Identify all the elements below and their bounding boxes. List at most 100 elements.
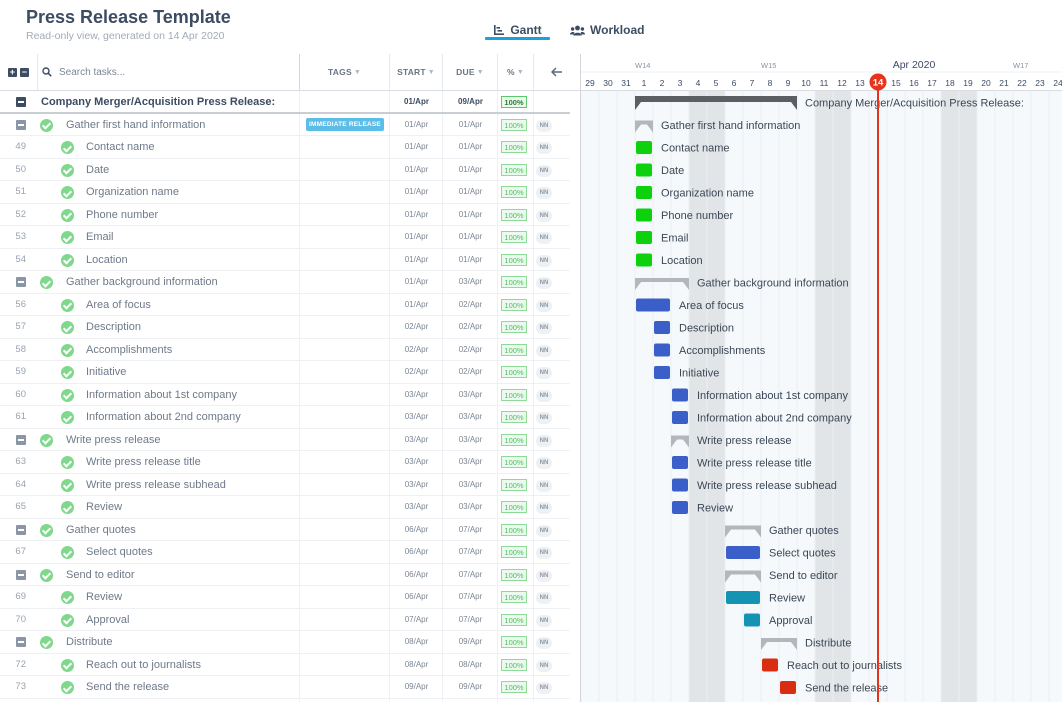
task-bar[interactable]: [672, 388, 688, 402]
task-bar[interactable]: [726, 591, 760, 604]
collapse-row-icon[interactable]: [16, 637, 26, 647]
task-row[interactable]: 67 Select quotes 06/Apr 07/Apr 100% NN: [0, 541, 570, 564]
assignee-avatar[interactable]: NN: [536, 142, 552, 154]
assignee-avatar[interactable]: NN: [536, 592, 552, 604]
task-row[interactable]: 54 Location 01/Apr 01/Apr 100% NN: [0, 249, 570, 271]
task-bar[interactable]: [672, 411, 688, 424]
task-name[interactable]: Approval: [86, 613, 130, 626]
task-row[interactable]: 56 Area of focus 01/Apr 02/Apr 100% NN: [0, 294, 570, 316]
group-row[interactable]: Gather background information 01/Apr 03/Ap…: [0, 271, 570, 294]
task-name[interactable]: Select quotes: [86, 546, 153, 558]
task-bar[interactable]: [636, 208, 652, 222]
group-row[interactable]: Distribute 08/Apr 09/Apr 100% NN: [0, 631, 570, 654]
task-bar[interactable]: [636, 141, 652, 154]
task-name[interactable]: Information about 2nd company: [86, 411, 241, 423]
group-row[interactable]: Company Merger/Acquisition Press Release…: [0, 91, 570, 114]
assignee-avatar[interactable]: NN: [536, 682, 552, 694]
column-header-percent[interactable]: % ▼: [498, 54, 534, 90]
task-bar[interactable]: [780, 681, 796, 694]
assignee-avatar[interactable]: NN: [536, 569, 552, 582]
group-summary-bar[interactable]: [635, 278, 689, 290]
task-name[interactable]: Reach out to journalists: [86, 658, 201, 671]
task-row[interactable]: 51 Organization name 01/Apr 01/Apr 100% NN: [0, 181, 570, 204]
collapse-row-icon[interactable]: [16, 119, 26, 130]
column-header-start[interactable]: START ▼: [390, 54, 443, 90]
assignee-avatar[interactable]: NN: [536, 344, 552, 357]
group-row[interactable]: Send to editor 06/Apr 07/Apr 100% NN: [0, 564, 570, 586]
assignee-avatar[interactable]: NN: [536, 457, 552, 469]
task-row[interactable]: 59 Initiative 02/Apr 02/Apr 100% NN: [0, 361, 570, 384]
task-name[interactable]: Send the release: [86, 681, 170, 693]
project-summary-bar[interactable]: [635, 96, 797, 110]
task-name[interactable]: Information about 1st company: [86, 388, 238, 401]
task-name[interactable]: Accomplishments: [86, 343, 173, 356]
assignee-avatar[interactable]: NN: [536, 389, 552, 402]
assignee-avatar[interactable]: NN: [536, 119, 552, 132]
task-row[interactable]: 53 Email 01/Apr 01/Apr 100% NN: [0, 226, 570, 249]
task-bar[interactable]: [636, 186, 652, 199]
task-row[interactable]: 49 Contact name 01/Apr 01/Apr 100% NN: [0, 136, 570, 159]
expand-all-icon[interactable]: +: [8, 66, 17, 77]
task-bar[interactable]: [654, 321, 670, 334]
task-bar[interactable]: [726, 546, 760, 559]
assignee-avatar[interactable]: NN: [536, 547, 552, 559]
group-summary-bar[interactable]: [761, 638, 797, 650]
assignee-avatar[interactable]: NN: [536, 479, 552, 492]
collapse-row-icon[interactable]: [16, 277, 26, 287]
assignee-avatar[interactable]: NN: [536, 659, 552, 672]
task-name[interactable]: Write press release title: [86, 456, 201, 468]
group-summary-bar[interactable]: [635, 120, 653, 133]
task-row[interactable]: 52 Phone number 01/Apr 01/Apr 100% NN: [0, 204, 570, 226]
assignee-avatar[interactable]: NN: [536, 322, 552, 334]
tab-workload[interactable]: Workload: [570, 19, 644, 41]
collapse-row-icon[interactable]: [16, 97, 26, 107]
task-row[interactable]: 61 Information about 2nd company 03/Apr 03/…: [0, 406, 570, 429]
group-row[interactable]: Gather first hand information IMMEDIATE R…: [0, 114, 570, 136]
task-name[interactable]: Date: [86, 163, 110, 176]
task-row[interactable]: 50 Date 01/Apr 01/Apr 100% NN: [0, 159, 570, 181]
group-row[interactable]: Write press release 03/Apr 03/Apr 100% NN: [0, 429, 570, 451]
task-bar[interactable]: [672, 456, 688, 469]
task-row[interactable]: 73 Send the release 09/Apr 09/Apr 100% NN: [0, 676, 570, 699]
group-row[interactable]: Gather quotes 06/Apr 07/Apr 100% NN: [0, 519, 570, 541]
task-bar[interactable]: [636, 253, 652, 267]
expand-collapse-all[interactable]: + −: [0, 54, 37, 90]
task-bar[interactable]: [744, 613, 760, 627]
collapse-row-icon[interactable]: [16, 434, 26, 445]
task-name[interactable]: Phone number: [86, 208, 159, 221]
task-bar[interactable]: [654, 343, 670, 357]
task-row[interactable]: 65 Review 03/Apr 03/Apr 100% NN: [0, 496, 570, 519]
group-summary-bar[interactable]: [725, 570, 761, 583]
assignee-avatar[interactable]: NN: [536, 434, 552, 447]
tab-gantt[interactable]: Gantt: [485, 19, 550, 41]
task-row[interactable]: 72 Reach out to journalists 08/Apr 08/Apr 10…: [0, 654, 570, 676]
task-row[interactable]: 64 Write press release subhead 03/Apr 03/Ap…: [0, 474, 570, 496]
task-row[interactable]: 58 Accomplishments 02/Apr 02/Apr 100% NN: [0, 339, 570, 361]
collapse-all-icon[interactable]: −: [20, 66, 29, 77]
task-bar[interactable]: [672, 478, 688, 492]
task-name[interactable]: Contact name: [86, 141, 155, 153]
assignee-avatar[interactable]: NN: [536, 164, 552, 177]
assignee-avatar[interactable]: NN: [536, 614, 552, 627]
task-name[interactable]: Location: [86, 253, 128, 266]
task-name[interactable]: Write press release subhead: [86, 478, 226, 491]
group-summary-bar[interactable]: [671, 435, 689, 448]
search-input[interactable]: [57, 65, 291, 79]
task-bar[interactable]: [636, 163, 652, 177]
assignee-avatar[interactable]: NN: [536, 637, 552, 649]
task-bar[interactable]: [672, 501, 688, 514]
tag-badge[interactable]: IMMEDIATE RELEASE: [306, 117, 384, 131]
assignee-avatar[interactable]: NN: [536, 232, 552, 244]
task-row[interactable]: 60 Information about 1st company 03/Apr 03/…: [0, 384, 570, 406]
task-bar[interactable]: [762, 658, 778, 672]
assignee-avatar[interactable]: NN: [536, 254, 552, 267]
assignee-avatar[interactable]: NN: [536, 524, 552, 537]
column-header-due[interactable]: DUE ▼: [443, 54, 498, 90]
task-name[interactable]: Organization name: [86, 186, 179, 198]
task-name[interactable]: Gather quotes: [66, 523, 136, 536]
collapse-row-icon[interactable]: [16, 524, 26, 535]
group-summary-bar[interactable]: [725, 525, 761, 538]
task-name[interactable]: Gather background information: [66, 276, 218, 288]
task-name[interactable]: Email: [86, 231, 114, 243]
task-bar[interactable]: [654, 366, 670, 379]
